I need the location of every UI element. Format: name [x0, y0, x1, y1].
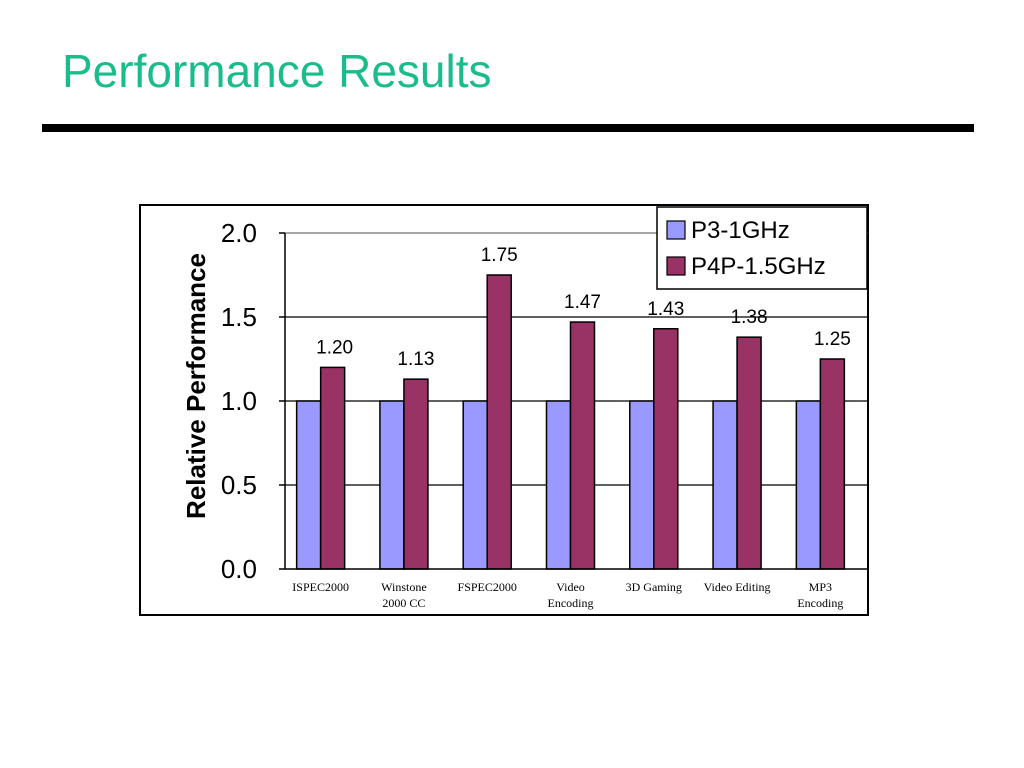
- legend-label: P3-1GHz: [691, 217, 790, 244]
- slide-title: Performance Results: [62, 45, 492, 97]
- data-label: 1.38: [731, 307, 768, 328]
- bar-p4p: [486, 274, 512, 570]
- bar-p3: [295, 400, 322, 570]
- category-label: Encoding: [797, 596, 843, 610]
- data-label: 1.25: [814, 329, 851, 350]
- category-label: Encoding: [548, 596, 594, 610]
- labels: 0.0 0.5 1.0 1.5 2.0 Relative Performance 1.20 I…: [181, 218, 851, 610]
- bar-p4p: [569, 321, 596, 570]
- y-tick-label: 1.5: [221, 302, 257, 332]
- bar-p3: [712, 400, 738, 570]
- category-label: 3D Gaming: [626, 580, 682, 594]
- data-label: 1.20: [316, 337, 353, 358]
- bar-p3: [629, 400, 655, 570]
- y-tick-label: 2.0: [221, 218, 257, 248]
- axes: [279, 232, 868, 570]
- y-tick-label: 0.5: [221, 470, 257, 500]
- bar-p4p: [736, 336, 762, 570]
- category-label: Video Editing: [704, 580, 771, 594]
- legend-swatch: [666, 220, 686, 240]
- legend: P3-1GHz P4P-1.5GHz: [656, 206, 868, 290]
- category-label: MP3: [809, 580, 832, 594]
- bar-p4p: [653, 328, 679, 570]
- category-label: FSPEC2000: [458, 580, 517, 594]
- bar-p3: [462, 400, 488, 570]
- category-label: Video: [556, 580, 585, 594]
- data-label: 1.43: [647, 299, 684, 320]
- category-label: 2000 CC: [382, 596, 425, 610]
- y-axis-title: Relative Performance: [181, 253, 211, 519]
- bars: [295, 274, 846, 570]
- category-label: ISPEC2000: [292, 580, 349, 594]
- data-label: 1.47: [564, 292, 601, 313]
- bar-p3: [379, 400, 405, 570]
- category-label: Winstone: [381, 580, 427, 594]
- bar-p4p: [319, 366, 346, 570]
- bar-p4p: [403, 378, 429, 570]
- y-tick-label: 1.0: [221, 386, 257, 416]
- bar-p4p: [819, 358, 846, 570]
- data-label: 1.75: [481, 245, 518, 266]
- legend-box: [656, 206, 868, 290]
- title-divider: [42, 124, 974, 132]
- bar-p3: [795, 400, 822, 570]
- y-tick-label: 0.0: [221, 554, 257, 584]
- legend-swatch: [666, 256, 686, 276]
- data-label: 1.13: [397, 349, 434, 370]
- legend-label: P4P-1.5GHz: [691, 253, 826, 280]
- bar-p3: [545, 400, 572, 570]
